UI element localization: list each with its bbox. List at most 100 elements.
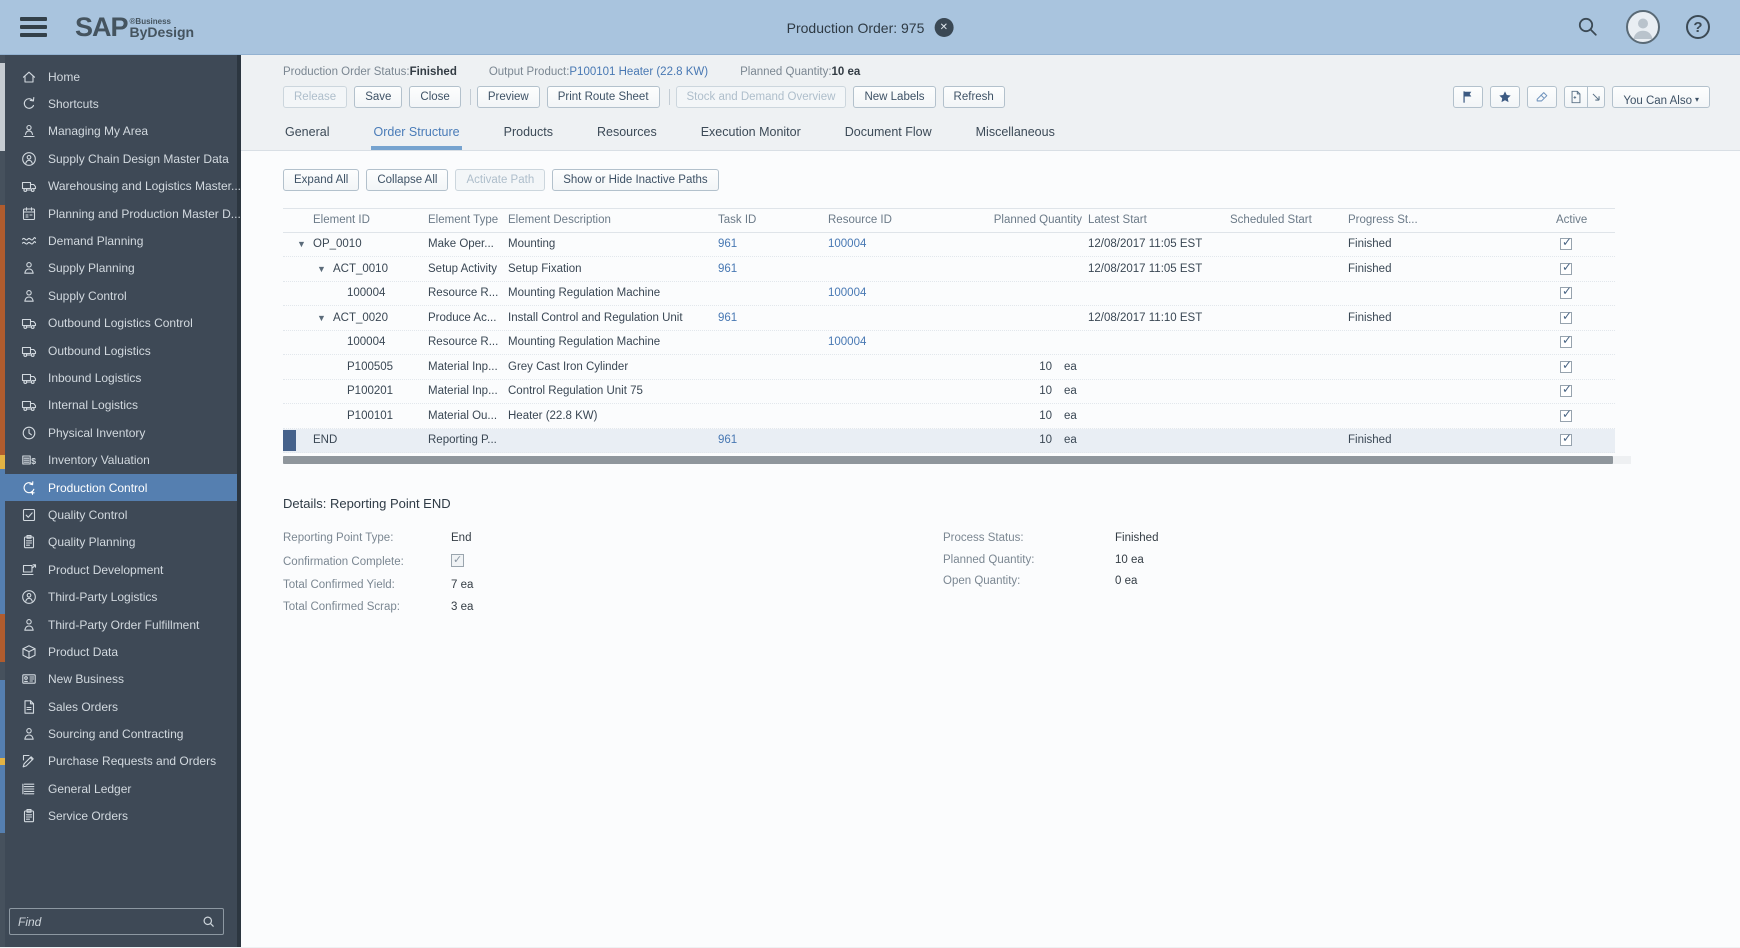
tag-button[interactable] (1527, 86, 1558, 108)
new-document-button[interactable] (1564, 86, 1589, 108)
close-button[interactable]: Close (409, 86, 461, 108)
column-header-resource-id[interactable]: Resource ID (828, 214, 892, 227)
resource-id-link[interactable]: 100004 (828, 238, 867, 251)
save-button[interactable]: Save (354, 86, 403, 108)
task-id-link[interactable]: 961 (718, 238, 738, 251)
activate-path-button[interactable]: Activate Path (455, 169, 546, 191)
tab-general[interactable]: General (285, 125, 330, 139)
column-header-latest-start[interactable]: Latest Start (1088, 214, 1147, 227)
horizontal-scrollbar[interactable] (283, 456, 1631, 464)
sidebar-scrollbar-thumb[interactable] (0, 63, 5, 151)
sidebar-item-quality-planning[interactable]: Quality Planning (0, 529, 237, 556)
you-can-also-button[interactable]: You Can Also ▾ (1612, 86, 1710, 108)
hamburger-menu-icon[interactable] (20, 13, 47, 41)
active-checkbox[interactable] (1560, 262, 1572, 275)
tab-execution-monitor[interactable]: Execution Monitor (700, 125, 801, 139)
sidebar-item-new-business[interactable]: New Business (0, 666, 237, 693)
stock-and-demand-overview-button[interactable]: Stock and Demand Overview (675, 86, 847, 108)
column-header-planned-quantity[interactable]: Planned Quantity (993, 214, 1082, 227)
sidebar-item-shortcuts[interactable]: Shortcuts (0, 90, 237, 117)
sidebar-item-managing-my-area[interactable]: Managing My Area (0, 118, 237, 145)
column-header-element-id[interactable]: Element ID (313, 214, 370, 227)
horizontal-scrollbar-thumb[interactable] (283, 456, 1613, 464)
close-tab-icon[interactable]: ✕ (934, 18, 954, 37)
task-id-link[interactable]: 961 (718, 311, 738, 324)
user-avatar[interactable] (1626, 10, 1660, 44)
table-row[interactable]: ▼100004 Resource R... Mounting Regulatio… (283, 282, 1615, 306)
table-row[interactable]: ▼100004 Resource R... Mounting Regulatio… (283, 331, 1615, 355)
tab-miscellaneous[interactable]: Miscellaneous (975, 125, 1055, 139)
resource-id-link[interactable]: 100004 (828, 336, 867, 349)
new-labels-button[interactable]: New Labels (853, 86, 936, 108)
table-row[interactable]: ▼P100101 Material Ou... Heater (22.8 KW)… (283, 404, 1615, 429)
active-checkbox[interactable] (1560, 287, 1572, 300)
active-checkbox[interactable] (1560, 336, 1572, 349)
sidebar-item-product-data[interactable]: Product Data (0, 638, 237, 665)
show-hide-inactive-paths-button[interactable]: Show or Hide Inactive Paths (552, 169, 719, 191)
chevron-down-icon[interactable]: ▼ (317, 263, 326, 274)
table-row[interactable]: ▼P100505 Material Inp... Grey Cast Iron … (283, 355, 1615, 380)
active-checkbox[interactable] (1560, 434, 1572, 447)
tab-products[interactable]: Products (503, 125, 553, 139)
resource-id-link[interactable]: 100004 (828, 287, 867, 300)
column-header-scheduled-start[interactable]: Scheduled Start (1230, 214, 1312, 227)
active-checkbox[interactable] (1560, 409, 1572, 422)
search-icon[interactable] (202, 915, 216, 929)
print-route-sheet-button[interactable]: Print Route Sheet (546, 86, 660, 108)
active-checkbox[interactable] (1560, 238, 1572, 251)
sidebar-item-outbound-logistics[interactable]: Outbound Logistics (0, 337, 237, 364)
active-checkbox[interactable] (1560, 385, 1572, 398)
table-row[interactable]: ▼ OP_0010 Make Oper... Mounting 961 10000… (283, 233, 1615, 257)
sidebar-item-physical-inventory[interactable]: Physical Inventory (0, 419, 237, 446)
tab-order-structure[interactable]: Order Structure (371, 125, 462, 150)
sidebar-item-outbound-logistics-control[interactable]: Outbound Logistics Control (0, 310, 237, 337)
sidebar-item-supply-planning[interactable]: Supply Planning (0, 255, 237, 282)
sidebar-item-service-orders[interactable]: Service Orders (0, 803, 237, 830)
sidebar-item-product-development[interactable]: Product Development (0, 556, 237, 583)
sidebar-scrollbar[interactable] (0, 55, 5, 947)
table-row[interactable]: ▼ ACT_0020 Produce Ac... Install Control … (283, 306, 1615, 331)
refresh-button[interactable]: Refresh (942, 86, 1005, 108)
sidebar-item-supply-chain-design-master-data[interactable]: Supply Chain Design Master Data (0, 145, 237, 172)
tab-resources[interactable]: Resources (596, 125, 657, 139)
resize-button[interactable] (1588, 86, 1606, 108)
collapse-all-button[interactable]: Collapse All (366, 169, 449, 191)
help-icon[interactable]: ? (1686, 15, 1710, 39)
column-header-active[interactable]: Active (1556, 214, 1588, 227)
task-id-link[interactable]: 961 (718, 434, 738, 447)
sidebar-item-planning-production-master[interactable]: Planning and Production Master D... (0, 200, 241, 227)
task-id-link[interactable]: 961 (718, 262, 738, 275)
sidebar-item-production-control[interactable]: Production Control (0, 473, 237, 502)
chevron-down-icon[interactable]: ▼ (297, 239, 306, 250)
sidebar-item-demand-planning[interactable]: Demand Planning (0, 227, 237, 254)
table-row[interactable]: ▼P100201 Material Inp... Control Regulat… (283, 380, 1615, 404)
column-header-element-type[interactable]: Element Type (428, 214, 499, 227)
sidebar-item-purchase-requests-and-orders[interactable]: Purchase Requests and Orders (0, 748, 237, 775)
find-input[interactable] (10, 914, 202, 929)
expand-all-button[interactable]: Expand All (283, 169, 360, 191)
sidebar-item-sales-orders[interactable]: Sales Orders (0, 693, 237, 720)
column-header-task-id[interactable]: Task ID (718, 214, 757, 227)
sidebar-item-inbound-logistics[interactable]: Inbound Logistics (0, 364, 237, 391)
favorite-button[interactable] (1490, 86, 1521, 108)
confirmation-complete-checkbox[interactable] (451, 553, 464, 567)
sidebar-item-inventory-valuation[interactable]: Inventory Valuation (0, 446, 237, 473)
sidebar-item-internal-logistics[interactable]: Internal Logistics (0, 392, 237, 419)
sidebar-item-supply-control[interactable]: Supply Control (0, 282, 237, 309)
sidebar-item-quality-control[interactable]: Quality Control (0, 501, 237, 528)
search-icon[interactable] (1576, 15, 1600, 39)
sidebar-item-third-party-order-fulfillment[interactable]: Third-Party Order Fulfillment (0, 611, 237, 638)
sidebar-item-sourcing-and-contracting[interactable]: Sourcing and Contracting (0, 720, 237, 747)
sidebar-item-third-party-logistics[interactable]: Third-Party Logistics (0, 583, 237, 610)
release-button[interactable]: Release (283, 86, 348, 108)
sidebar-item-warehousing-logistics-master[interactable]: Warehousing and Logistics Master... (0, 173, 241, 200)
active-checkbox[interactable] (1560, 311, 1572, 324)
sidebar-item-general-ledger[interactable]: General Ledger (0, 775, 237, 802)
tab-document-flow[interactable]: Document Flow (844, 125, 932, 139)
flag-button[interactable] (1453, 86, 1484, 108)
active-checkbox[interactable] (1560, 360, 1572, 373)
column-header-element-description[interactable]: Element Description (508, 214, 611, 227)
preview-button[interactable]: Preview (476, 86, 540, 108)
column-header-progress-status[interactable]: Progress St... (1348, 214, 1418, 227)
table-row[interactable]: ▼ ACT_0010 Setup Activity Setup Fixation … (283, 257, 1615, 282)
